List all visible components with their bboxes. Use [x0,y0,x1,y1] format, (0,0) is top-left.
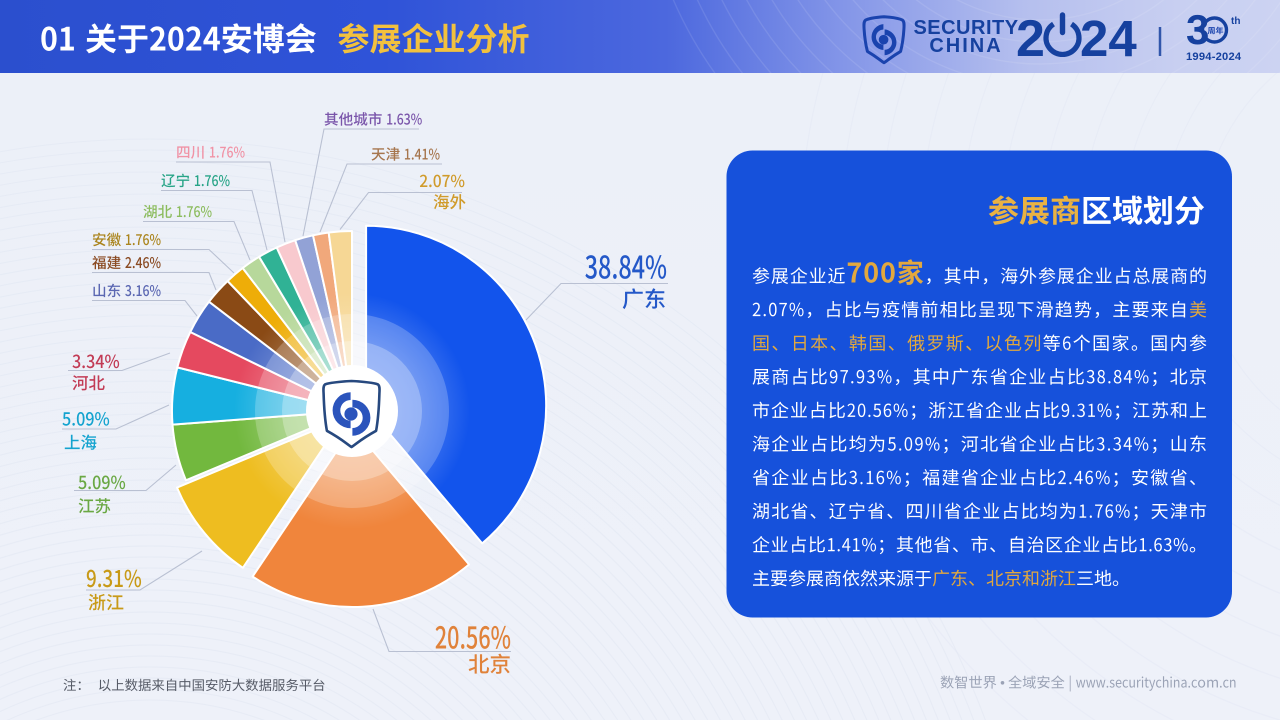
svg-text:th: th [1231,16,1240,27]
svg-text:2: 2 [1016,10,1045,68]
svg-text:CHINA: CHINA [929,35,1002,57]
svg-text:24: 24 [1080,10,1137,67]
svg-text:1994-2024: 1994-2024 [1186,51,1242,63]
svg-text:SECURITY: SECURITY [913,17,1018,39]
svg-text:3: 3 [1186,6,1209,53]
